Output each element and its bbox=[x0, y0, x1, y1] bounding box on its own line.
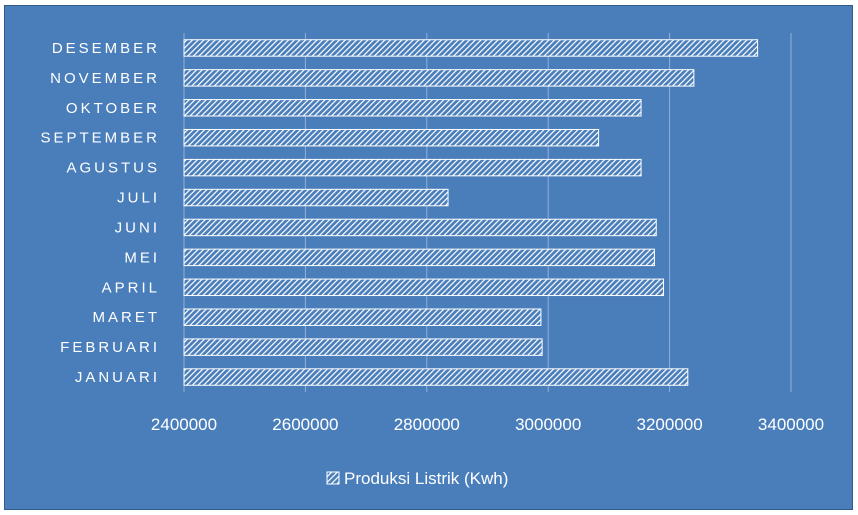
bar-juli bbox=[183, 188, 449, 207]
bar-september bbox=[183, 128, 600, 147]
category-labels: JANUARI FEBRUARI MARET APRIL MEI JUNI JULI AGUS… bbox=[40, 40, 161, 386]
bar-maret bbox=[183, 308, 542, 326]
category-label-april: APRIL bbox=[102, 279, 160, 296]
category-label-mei: MEI bbox=[124, 249, 160, 266]
x-tick-label: 2800000 bbox=[394, 415, 460, 434]
legend-swatch bbox=[326, 471, 340, 485]
bar-april bbox=[183, 278, 665, 297]
bar-desember bbox=[183, 39, 759, 57]
category-label-september: SEPTEMBER bbox=[40, 130, 160, 147]
category-label-desember: DESEMBER bbox=[52, 40, 160, 57]
bars bbox=[183, 39, 759, 386]
x-tick-label: 3200000 bbox=[637, 415, 703, 434]
bar-november bbox=[183, 69, 695, 87]
category-label-februari: FEBRUARI bbox=[60, 339, 160, 356]
bar-chart: JANUARI FEBRUARI MARET APRIL MEI JUNI JULI AGUS… bbox=[5, 6, 852, 509]
category-label-agustus: AGUSTUS bbox=[66, 160, 160, 177]
category-label-juli: JULI bbox=[117, 190, 160, 207]
x-tick-label: 3400000 bbox=[758, 415, 824, 434]
legend-label: Produksi Listrik (Kwh) bbox=[344, 469, 508, 488]
category-label-november: NOVEMBER bbox=[50, 70, 160, 87]
x-tick-label: 2600000 bbox=[272, 415, 338, 434]
bar-agustus bbox=[183, 158, 642, 177]
gridlines bbox=[183, 33, 792, 392]
bar-februari bbox=[183, 338, 543, 356]
bar-mei bbox=[183, 248, 655, 267]
category-label-maret: MARET bbox=[93, 309, 161, 326]
bar-juni bbox=[183, 218, 657, 237]
x-tick-label: 2400000 bbox=[151, 415, 217, 434]
bar-oktober bbox=[183, 99, 642, 117]
legend: Produksi Listrik (Kwh) bbox=[326, 469, 508, 488]
category-label-oktober: OKTOBER bbox=[66, 100, 160, 117]
bar-januari bbox=[183, 368, 689, 386]
x-tick-labels: 2400000 2600000 2800000 3000000 3200000 34000… bbox=[151, 415, 824, 434]
x-tick-label: 3000000 bbox=[515, 415, 581, 434]
category-label-januari: JANUARI bbox=[75, 369, 160, 386]
chart-frame: JANUARI FEBRUARI MARET APRIL MEI JUNI JULI AGUS… bbox=[4, 5, 853, 510]
category-label-juni: JUNI bbox=[115, 219, 160, 236]
